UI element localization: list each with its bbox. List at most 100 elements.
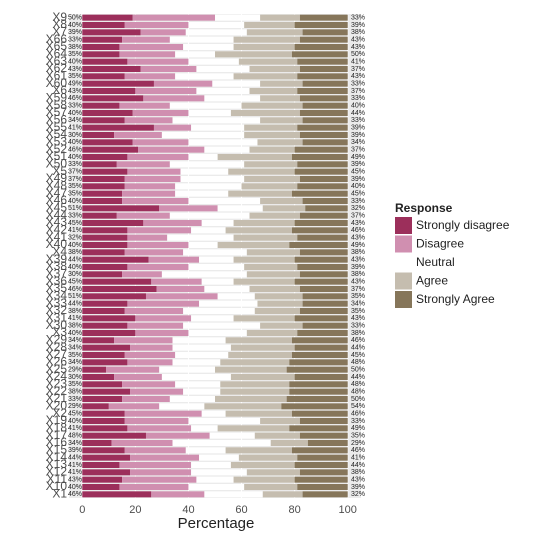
bar-segment	[82, 51, 120, 58]
bar-segment	[260, 417, 300, 425]
left-total-label: 34%	[68, 359, 82, 366]
bar-segment	[297, 58, 348, 65]
bar-segment	[82, 212, 117, 219]
bar-segment	[82, 395, 123, 403]
bar-segment	[215, 14, 261, 21]
bar-segment	[217, 205, 263, 212]
bar-segment	[185, 29, 247, 36]
right-total-label: 48%	[351, 389, 365, 396]
bar-segment	[209, 432, 255, 439]
y-tick-label: X40	[46, 237, 68, 251]
right-total-label: 37%	[351, 286, 365, 293]
right-total-label: 44%	[351, 462, 365, 469]
bar-segment	[233, 36, 300, 43]
bar-segment	[225, 447, 292, 454]
bar-segment	[244, 21, 295, 29]
bar-segment	[191, 227, 226, 234]
bar-segment	[127, 58, 189, 65]
bar-segment	[191, 469, 247, 476]
bar-segment	[188, 417, 261, 425]
bar-segment	[175, 73, 234, 80]
bar-segment	[183, 307, 255, 315]
bar-segment	[297, 73, 348, 80]
bar-segment	[201, 219, 234, 227]
y-tick-label: X64	[46, 47, 68, 61]
bar-segment	[114, 337, 173, 344]
bar-segment	[82, 285, 157, 293]
bar-segment	[260, 197, 303, 205]
y-tick-label: X26	[46, 355, 68, 369]
bar-segment	[82, 153, 128, 161]
right-total-label: 43%	[351, 220, 365, 227]
bar-segment	[230, 461, 295, 469]
bar-segment	[291, 51, 348, 58]
bar-segment	[159, 366, 215, 373]
right-total-label: 32%	[351, 205, 365, 212]
bar-segment	[122, 476, 197, 483]
y-tick-label: X62	[46, 61, 68, 75]
bar-segment	[82, 241, 128, 249]
bar-segment	[82, 315, 136, 322]
x-tick-label: 0	[79, 504, 85, 516]
left-total-label: 37%	[68, 176, 82, 183]
bar-segment	[302, 197, 348, 205]
left-total-label: 29%	[68, 403, 82, 410]
bar-segment	[82, 73, 125, 80]
left-total-label: 34%	[68, 117, 82, 124]
bar-segment	[217, 241, 290, 249]
bar-segment	[82, 36, 123, 43]
bar-segment	[249, 285, 300, 293]
right-total-label: 39%	[351, 264, 365, 271]
bar-segment	[127, 425, 192, 432]
bar-segment	[260, 322, 303, 329]
bar-segment	[260, 117, 303, 124]
bar-segment	[299, 271, 348, 278]
legend-key	[395, 235, 412, 253]
left-total-label: 43%	[68, 477, 82, 484]
bar-segment	[188, 21, 245, 29]
bar-segment	[169, 161, 245, 168]
bar-segment	[249, 65, 300, 73]
bar-segment	[299, 307, 348, 315]
bar-segment	[175, 183, 242, 190]
left-total-label: 40%	[68, 484, 82, 491]
bar-segment	[233, 234, 298, 241]
bar-segment	[204, 285, 250, 293]
bar-segment	[191, 124, 245, 131]
bar-segment	[294, 21, 348, 29]
left-total-label: 40%	[68, 418, 82, 425]
left-total-label: 41%	[68, 462, 82, 469]
y-tick-label: X60	[46, 76, 68, 90]
y-tick-label: X56	[46, 113, 68, 127]
bar-segment	[188, 139, 258, 146]
bar-segment	[127, 168, 181, 175]
left-total-label: 38%	[68, 389, 82, 396]
y-tick-label: X52	[46, 142, 68, 156]
left-total-label: 43%	[68, 66, 82, 73]
left-total-label: 41%	[68, 425, 82, 432]
bar-segment	[294, 168, 348, 175]
left-total-label: 40%	[68, 154, 82, 161]
left-total-label: 45%	[68, 220, 82, 227]
bar-segment	[124, 417, 189, 425]
bar-segment	[82, 388, 131, 395]
bar-segment	[199, 300, 258, 307]
bar-segment	[302, 117, 348, 124]
left-total-label: 40%	[68, 264, 82, 271]
bar-segment	[291, 410, 348, 417]
bar-segment	[188, 263, 245, 271]
y-tick-label: X11	[47, 472, 68, 486]
right-total-label: 29%	[351, 440, 365, 447]
bar-segment	[82, 234, 128, 241]
bar-segment	[127, 359, 173, 366]
bar-segment	[260, 80, 303, 87]
bar-segment	[122, 271, 162, 278]
y-tick-label: X34	[46, 289, 68, 303]
bar-segment	[153, 80, 213, 87]
y-tick-label: X12	[46, 465, 68, 479]
bar-segment	[82, 483, 120, 491]
bar-segment	[294, 476, 348, 483]
left-total-label: 35%	[68, 352, 82, 359]
bar-segment	[119, 461, 192, 469]
